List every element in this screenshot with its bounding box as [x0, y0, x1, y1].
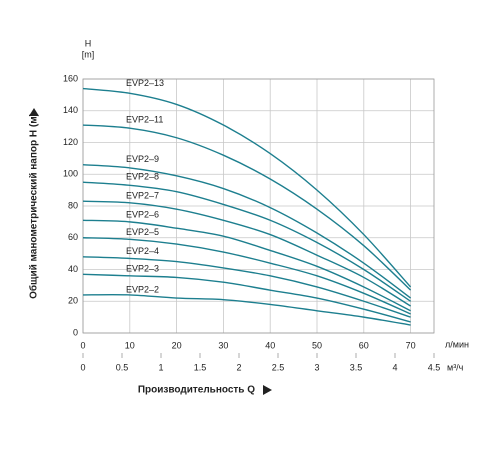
curve-label: EVP2–8 — [126, 172, 159, 182]
y-unit: [m] — [82, 49, 95, 59]
x2-tick-label: 3 — [314, 362, 319, 372]
x-tick-label: 70 — [406, 340, 416, 350]
x2-tick-label: 1 — [158, 362, 163, 372]
y-tick-label: 0 — [73, 327, 78, 337]
x2-tick-label: 0.5 — [116, 362, 129, 372]
x2-tick-label: 4 — [392, 362, 397, 372]
curve — [82, 181, 411, 302]
curve — [82, 87, 412, 288]
plot-frame — [82, 78, 435, 334]
curve — [82, 256, 411, 318]
y-tick-label: 80 — [68, 200, 78, 210]
y-arrow — [29, 108, 39, 116]
x-arrow — [263, 385, 272, 395]
curve — [82, 124, 412, 291]
y-tick-label: 100 — [63, 169, 78, 179]
y-tick-label: 120 — [63, 137, 78, 147]
y-tick-label: 160 — [63, 73, 78, 83]
curve — [82, 219, 411, 312]
curve-label: EVP2–2 — [126, 284, 159, 294]
curve-label: EVP2–13 — [126, 78, 164, 88]
y-axis-label: Общий манометрический напор H (м) — [28, 113, 40, 299]
x2-tick-label: 0 — [80, 362, 85, 372]
y-tick-label: 140 — [63, 105, 78, 115]
x-tick-label: 40 — [265, 340, 275, 350]
x2-tick-label: 1.5 — [194, 362, 207, 372]
x2-tick-label: 2 — [236, 362, 241, 372]
x-tick-label: 10 — [125, 340, 135, 350]
curve — [82, 237, 411, 315]
x-tick-label: 30 — [218, 340, 228, 350]
curve — [82, 273, 411, 323]
x-axis-label: Производительность Q — [138, 385, 255, 396]
curve-label: EVP2–3 — [126, 264, 159, 274]
x-tick-label: 20 — [172, 340, 182, 350]
y-tick-label: 60 — [68, 232, 78, 242]
curve — [82, 164, 412, 299]
x-unit: л/мин — [445, 339, 469, 349]
curve — [82, 293, 411, 326]
curve-label: EVP2–6 — [126, 210, 159, 220]
y-tick-label: 40 — [68, 264, 78, 274]
x-tick-label: 60 — [359, 340, 369, 350]
x-tick-label: 0 — [80, 340, 85, 350]
x2-tick-label: 2.5 — [272, 362, 285, 372]
curve-label: EVP2–9 — [126, 154, 159, 164]
curve-label: EVP2–4 — [126, 246, 159, 256]
x2-tick-label: 4.5 — [428, 362, 441, 372]
curve-label: EVP2–7 — [126, 191, 159, 201]
y-tick-label: 20 — [68, 296, 78, 306]
curve-label: EVP2–5 — [126, 227, 159, 237]
x2-tick-label: 3.5 — [350, 362, 363, 372]
x-tick-label: 50 — [312, 340, 322, 350]
curve — [82, 200, 411, 307]
curve-label: EVP2–11 — [126, 114, 163, 124]
y-unit: H — [85, 38, 92, 48]
x2-unit: м³/ч — [447, 362, 464, 372]
